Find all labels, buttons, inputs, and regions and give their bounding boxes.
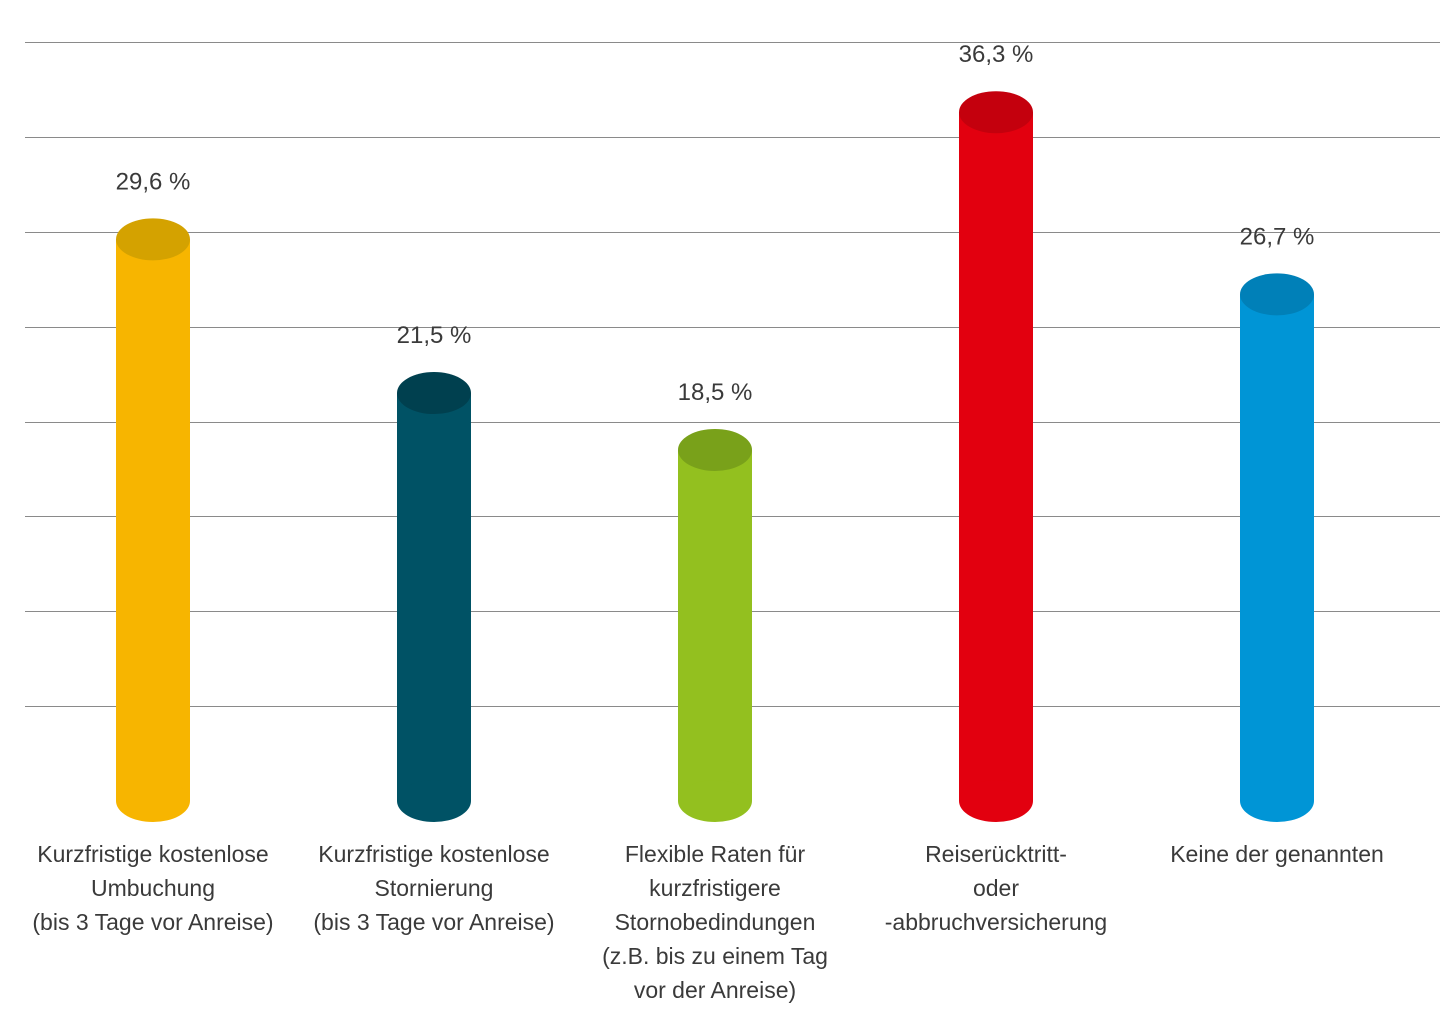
bar-bottom-cap bbox=[678, 780, 752, 822]
value-label: 29,6 % bbox=[116, 168, 191, 195]
category-label: Flexible Raten für kurzfristigere Stornobe… bbox=[602, 841, 828, 1003]
category-label-line: (bis 3 Tage vor Anreise) bbox=[32, 909, 273, 935]
category-label: Reiserücktritt-oder -abbruchversicherung bbox=[885, 841, 1107, 935]
category-label-line: kurzfristigere bbox=[649, 875, 781, 901]
category-label-line: vor der Anreise) bbox=[634, 977, 796, 1003]
category-label-line: Stornobedindungen bbox=[615, 909, 816, 935]
value-label: 21,5 % bbox=[397, 322, 472, 349]
category-label-line: Kurzfristige kostenlose bbox=[318, 841, 549, 867]
bar-bottom-cap bbox=[1240, 780, 1314, 822]
category-labels: Kurzfristige kostenlose Umbuchung (bis 3 T… bbox=[32, 841, 1383, 1003]
bar-top-cap bbox=[397, 372, 471, 415]
bar-top-cap bbox=[116, 218, 190, 261]
bar-bottom-cap bbox=[959, 780, 1033, 822]
bar-body bbox=[959, 112, 1033, 801]
category-label: Kurzfristige kostenlose Umbuchung (bis 3 T… bbox=[32, 841, 273, 935]
bar bbox=[678, 428, 752, 822]
category-label-line: Kurzfristige kostenlose bbox=[37, 841, 268, 867]
category-label: Keine der genannten bbox=[1170, 841, 1384, 867]
category-label-line: Flexible Raten für bbox=[625, 841, 806, 867]
bar bbox=[397, 372, 471, 822]
bar-bottom-cap bbox=[116, 780, 190, 822]
category-label-line: Keine der genannten bbox=[1170, 841, 1384, 867]
bar-body bbox=[1240, 294, 1314, 801]
category-label-line: Reiserücktritt- bbox=[925, 841, 1067, 867]
value-label: 36,3 % bbox=[959, 41, 1034, 68]
bar-top-cap bbox=[1240, 273, 1314, 316]
bar bbox=[1240, 273, 1314, 822]
value-labels: 29,6 % 21,5 % 18,5 % 36,3 % 26,7 % bbox=[116, 41, 1315, 406]
category-label-line: oder bbox=[973, 875, 1019, 901]
category-label-line: -abbruchversicherung bbox=[885, 909, 1107, 935]
bar-top-cap bbox=[678, 428, 752, 471]
bar bbox=[959, 91, 1033, 822]
value-label: 26,7 % bbox=[1240, 223, 1315, 250]
bar-body bbox=[397, 393, 471, 801]
category-label-line: Umbuchung bbox=[91, 875, 215, 901]
category-label-line: (z.B. bis zu einem Tag bbox=[602, 943, 828, 969]
value-label: 18,5 % bbox=[678, 379, 753, 406]
bars bbox=[116, 91, 1314, 822]
bar-body bbox=[678, 449, 752, 801]
category-label-line: (bis 3 Tage vor Anreise) bbox=[313, 909, 554, 935]
bar-bottom-cap bbox=[397, 780, 471, 822]
category-label-line: Stornierung bbox=[375, 875, 494, 901]
bar bbox=[116, 218, 190, 822]
bar-top-cap bbox=[959, 91, 1033, 134]
bar-body bbox=[116, 239, 190, 802]
category-label: Kurzfristige kostenlose Stornierung (bis 3… bbox=[313, 841, 554, 935]
